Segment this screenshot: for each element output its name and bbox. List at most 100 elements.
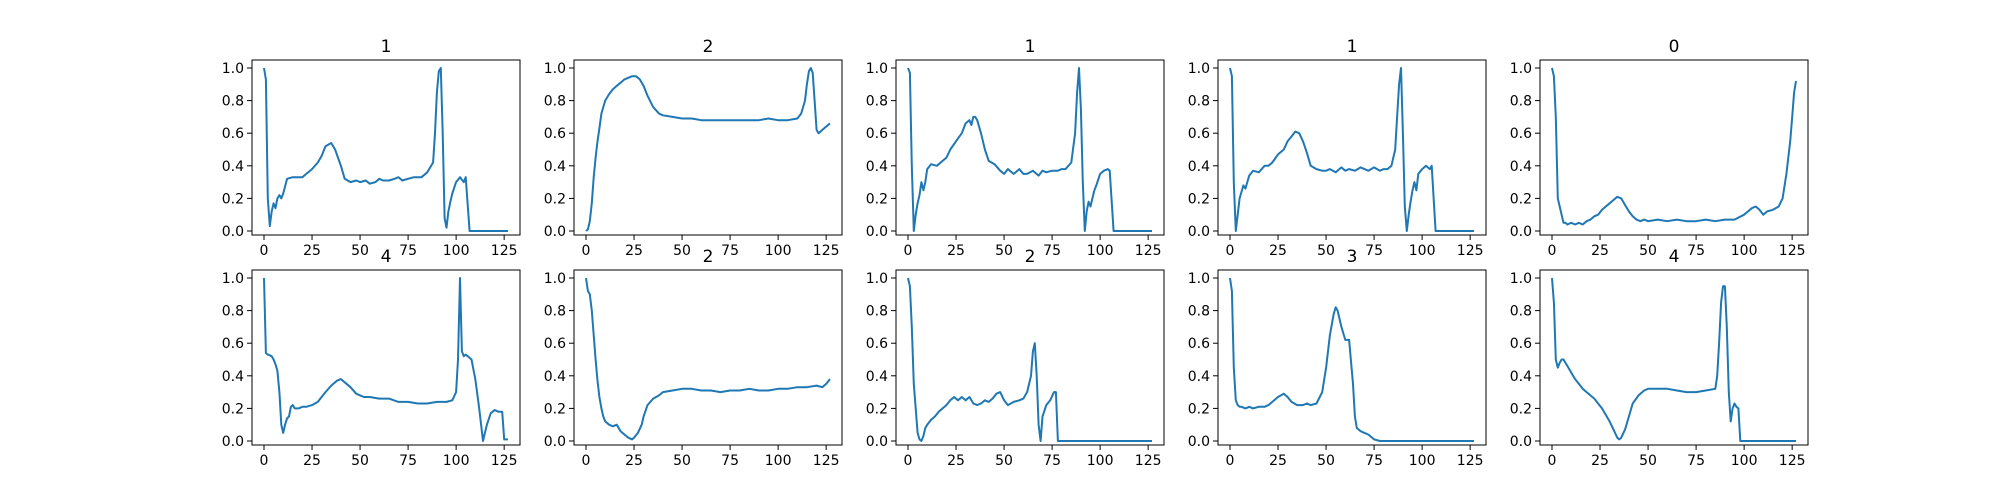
subplot: 2 0.0 0.2 0.4 0.6 0.8 1.0 0 25 50 75 100 125	[544, 247, 843, 469]
y-tick-label: 0.2	[1188, 191, 1210, 207]
y-tick-label: 0.0	[866, 434, 888, 450]
x-tick-label: 125	[1779, 453, 1806, 469]
y-tick-label: 0.2	[1510, 191, 1532, 207]
x-tick-label: 25	[1269, 243, 1287, 259]
y-tick-label: 0.4	[544, 369, 566, 385]
x-tick-label: 75	[1365, 453, 1383, 469]
x-tick-label: 100	[765, 243, 792, 259]
y-tick-label: 0.4	[1188, 159, 1210, 175]
x-tick-label: 25	[1591, 453, 1609, 469]
subplot: 1 0.0 0.2 0.4 0.6 0.8 1.0 0 25 50 75 100 125	[222, 37, 521, 259]
x-tick-label: 100	[1409, 453, 1436, 469]
y-tick-label: 0.4	[1188, 369, 1210, 385]
y-tick-label: 0.6	[1510, 126, 1532, 142]
y-tick-label: 1.0	[544, 61, 566, 77]
y-tick-label: 0.6	[544, 336, 566, 352]
x-tick-label: 100	[765, 453, 792, 469]
x-tick-label: 50	[673, 243, 691, 259]
y-tick-label: 0.6	[866, 126, 888, 142]
axes-frame	[1217, 269, 1487, 446]
x-tick-label: 75	[1687, 243, 1705, 259]
subplot: 1 0.0 0.2 0.4 0.6 0.8 1.0 0 25 50 75 100 125	[1188, 37, 1487, 259]
x-tick-label: 125	[491, 453, 518, 469]
y-tick-label: 0.8	[1188, 304, 1210, 320]
axes-frame	[1217, 59, 1487, 236]
y-tick-label: 0.0	[544, 224, 566, 240]
series-line	[1229, 67, 1474, 232]
x-tick-label: 50	[351, 243, 369, 259]
subplot-title: 4	[381, 247, 392, 267]
x-tick-label: 50	[1639, 243, 1657, 259]
y-tick-label: 0.8	[544, 304, 566, 320]
y-tick-label: 0.8	[222, 94, 244, 110]
y-tick-label: 0.8	[866, 304, 888, 320]
x-tick-label: 25	[303, 243, 321, 259]
y-tick-label: 0.0	[1188, 224, 1210, 240]
series-line	[1229, 277, 1474, 442]
x-tick-label: 100	[443, 243, 470, 259]
y-tick-label: 0.4	[866, 159, 888, 175]
y-tick-label: 0.6	[544, 126, 566, 142]
y-tick-label: 1.0	[544, 271, 566, 287]
subplot: 4 0.0 0.2 0.4 0.6 0.8 1.0 0 25 50 75 100 125	[222, 247, 521, 469]
y-tick-label: 0.4	[222, 369, 244, 385]
y-tick-label: 1.0	[1510, 61, 1532, 77]
x-tick-label: 25	[947, 453, 965, 469]
subplot: 0 0.0 0.2 0.4 0.6 0.8 1.0 0 25 50 75 100 125	[1510, 37, 1809, 259]
x-tick-label: 50	[1317, 243, 1335, 259]
x-tick-label: 75	[721, 453, 739, 469]
x-tick-label: 0	[904, 243, 913, 259]
y-tick-label: 0.4	[1510, 159, 1532, 175]
y-tick-label: 0.8	[222, 304, 244, 320]
subplot-title: 1	[1347, 37, 1358, 57]
y-tick-label: 0.6	[866, 336, 888, 352]
subplot-title: 3	[1347, 247, 1358, 267]
x-tick-label: 75	[1365, 243, 1383, 259]
subplot: 4 0.0 0.2 0.4 0.6 0.8 1.0 0 25 50 75 100 125	[1510, 247, 1809, 469]
series-line	[585, 277, 831, 441]
axes-frame	[895, 269, 1165, 446]
x-tick-label: 75	[1043, 243, 1061, 259]
y-tick-label: 1.0	[1188, 61, 1210, 77]
x-tick-label: 25	[625, 243, 643, 259]
x-tick-label: 125	[1457, 453, 1484, 469]
series-line	[585, 67, 831, 232]
subplot: 1 0.0 0.2 0.4 0.6 0.8 1.0 0 25 50 75 100 125	[866, 37, 1165, 259]
x-tick-label: 0	[904, 453, 913, 469]
x-tick-label: 0	[1548, 453, 1557, 469]
x-tick-label: 50	[1639, 453, 1657, 469]
x-tick-label: 125	[1135, 243, 1162, 259]
x-tick-label: 50	[1317, 453, 1335, 469]
x-tick-label: 75	[1043, 453, 1061, 469]
y-tick-label: 0.2	[544, 191, 566, 207]
y-tick-label: 0.0	[1510, 224, 1532, 240]
x-tick-label: 0	[582, 243, 591, 259]
series-line	[263, 277, 508, 442]
y-tick-label: 0.4	[222, 159, 244, 175]
y-tick-label: 0.8	[866, 94, 888, 110]
x-tick-label: 25	[303, 453, 321, 469]
x-tick-label: 50	[995, 453, 1013, 469]
y-tick-label: 0.6	[222, 126, 244, 142]
x-tick-label: 125	[813, 243, 840, 259]
y-tick-label: 0.2	[222, 401, 244, 417]
x-tick-label: 100	[1731, 243, 1758, 259]
y-tick-label: 0.2	[1188, 401, 1210, 417]
subplot-title: 4	[1669, 247, 1680, 267]
x-tick-label: 0	[582, 453, 591, 469]
x-tick-label: 25	[947, 243, 965, 259]
x-tick-label: 125	[1135, 453, 1162, 469]
y-tick-label: 0.2	[544, 401, 566, 417]
subplot-title: 0	[1669, 37, 1680, 57]
x-tick-label: 100	[1087, 243, 1114, 259]
y-tick-label: 0.4	[866, 369, 888, 385]
x-tick-label: 50	[995, 243, 1013, 259]
x-tick-label: 75	[1687, 453, 1705, 469]
y-tick-label: 0.0	[222, 434, 244, 450]
y-tick-label: 0.4	[1510, 369, 1532, 385]
x-tick-label: 75	[399, 243, 417, 259]
series-line	[907, 67, 1152, 232]
y-tick-label: 0.6	[1188, 126, 1210, 142]
